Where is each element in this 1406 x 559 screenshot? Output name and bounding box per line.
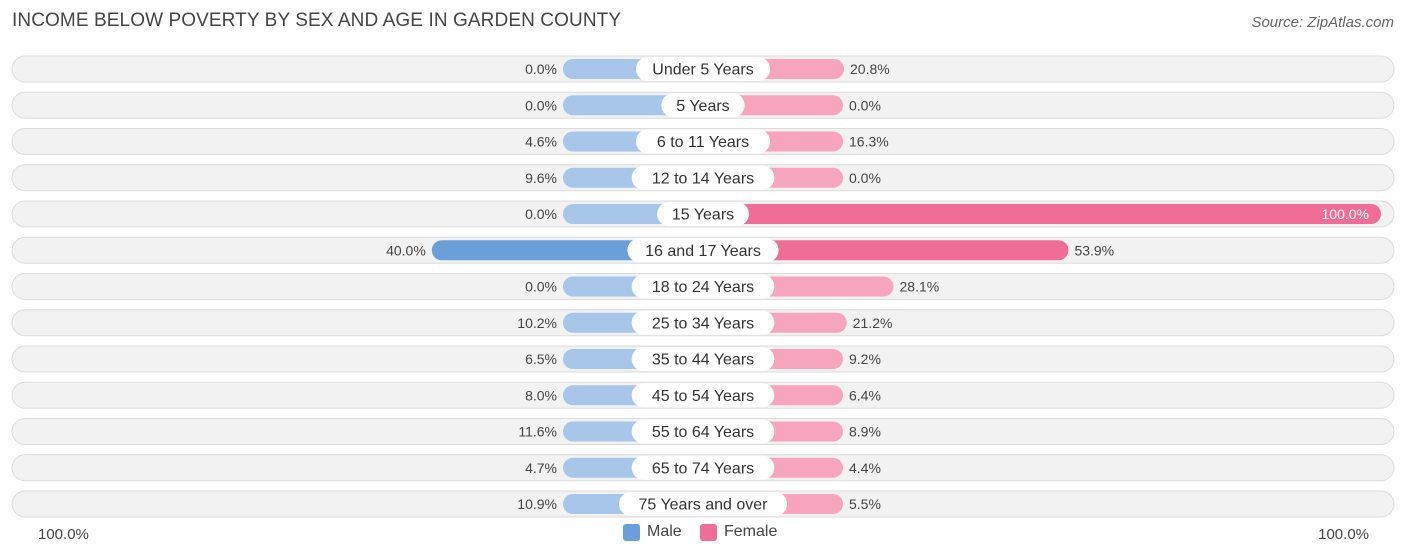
category-label: 12 to 14 Years [652, 170, 754, 187]
value-label-female: 5.5% [849, 496, 881, 512]
category-pill [631, 274, 775, 299]
value-label-male: 4.6% [525, 134, 557, 150]
category-pill [657, 202, 749, 226]
value-label-male: 40.0% [386, 242, 426, 258]
category-label: 65 to 74 Years [652, 460, 754, 477]
category-label: 18 to 24 Years [652, 279, 754, 296]
value-label-male: 4.7% [525, 460, 557, 476]
category-label: 5 Years [676, 98, 729, 115]
legend: Male Female [0, 523, 1406, 545]
value-label-female: 53.9% [1074, 242, 1114, 258]
value-label-female: 0.0% [849, 170, 881, 186]
chart-source: Source: ZipAtlas.com [1251, 14, 1394, 31]
legend-label-female: Female [724, 523, 778, 540]
category-pill [635, 129, 771, 154]
category-pill [618, 492, 788, 516]
value-label-male: 0.0% [525, 206, 557, 222]
value-label-female: 21.2% [853, 315, 893, 331]
value-label-male: 0.0% [525, 61, 557, 77]
value-label-male: 10.9% [517, 496, 557, 512]
value-label-male: 8.0% [525, 387, 557, 403]
legend-item-female[interactable]: Female [700, 523, 777, 541]
value-label-female: 16.3% [849, 134, 889, 150]
bar-female [703, 204, 1381, 224]
category-pill [631, 455, 775, 480]
value-label-male: 0.0% [525, 279, 557, 295]
value-label-female: 6.4% [849, 387, 881, 403]
bar-female [703, 240, 1069, 261]
category-pill [661, 93, 745, 118]
value-label-female: 0.0% [849, 97, 881, 113]
category-pill [631, 383, 775, 408]
category-label: 25 to 34 Years [652, 315, 754, 332]
value-label-male: 10.2% [517, 315, 557, 331]
category-pill [635, 57, 771, 81]
legend-swatch-male [623, 523, 640, 541]
category-label: 55 to 64 Years [652, 424, 754, 441]
value-label-male: 9.6% [525, 170, 557, 186]
axis-left-label: 100.0% [38, 526, 89, 543]
value-label-male: 6.5% [525, 351, 557, 367]
category-label: Under 5 Years [652, 62, 753, 79]
legend-label-male: Male [647, 523, 682, 540]
chart-plot: Under 5 Years 0.0% 20.8% 5 Years 0.0% 0.0% 6 t… [11, 55, 1395, 518]
value-label-female: 8.9% [849, 424, 881, 440]
value-label-female: 4.4% [849, 460, 881, 476]
value-label-female: 100.0% [1322, 206, 1369, 222]
category-label: 6 to 11 Years [657, 134, 749, 151]
category-label: 45 to 54 Years [652, 388, 754, 405]
category-pill [631, 419, 775, 444]
category-pill [631, 347, 775, 371]
category-label: 15 Years [672, 207, 734, 224]
value-label-male: 0.0% [525, 97, 557, 113]
category-pill [627, 238, 779, 263]
chart-title: INCOME BELOW POVERTY BY SEX AND AGE IN G… [12, 10, 622, 31]
value-label-female: 20.8% [850, 61, 890, 77]
value-label-male: 11.6% [518, 424, 557, 440]
axis-right-label: 100.0% [1318, 526, 1369, 543]
value-label-female: 28.1% [900, 279, 940, 295]
category-label: 16 and 17 Years [645, 243, 761, 260]
legend-item-male[interactable]: Male [623, 523, 682, 541]
category-label: 75 Years and over [639, 497, 769, 514]
legend-swatch-female [700, 523, 717, 541]
category-pill [631, 165, 775, 190]
value-label-female: 9.2% [849, 351, 881, 367]
category-label: 35 to 44 Years [652, 352, 754, 369]
category-pill [631, 310, 775, 335]
